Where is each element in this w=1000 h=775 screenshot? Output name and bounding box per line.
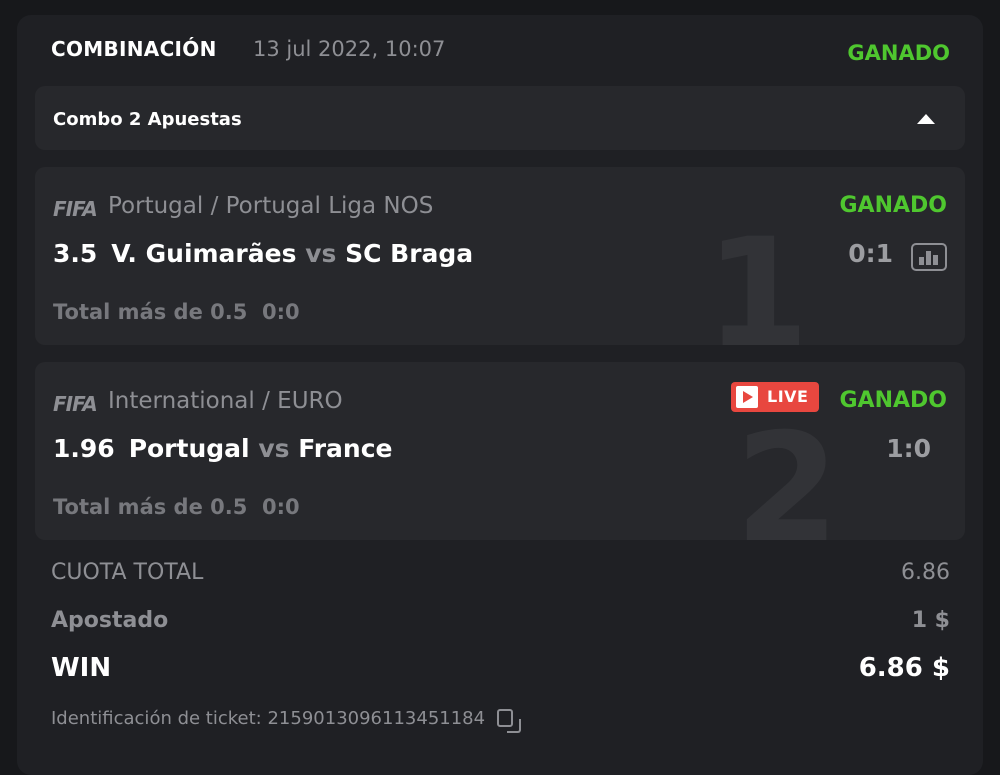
market-name: Total más de 0.5: [53, 300, 248, 324]
live-label: LIVE: [767, 387, 809, 406]
combo-toggle[interactable]: Combo 2 Apuestas: [35, 86, 965, 150]
vs: vs: [305, 239, 337, 268]
market-score: 0:0: [261, 300, 300, 324]
combo-label: Combo 2 Apuestas: [53, 109, 242, 130]
away-team: SC Braga: [345, 239, 474, 268]
event-status: GANADO: [839, 388, 948, 413]
copy-icon[interactable]: [497, 709, 522, 733]
ticket-number: 2159013096113451184: [267, 708, 486, 729]
bet-type: COMBINACIÓN: [51, 37, 217, 61]
total-odds-label: CUOTA TOTAL: [51, 560, 204, 585]
event-card: 1 FIFA Portugal / Portugal Liga NOS GANA…: [35, 167, 965, 345]
odd: 1.96: [53, 434, 115, 463]
win-row: WIN 6.86 $: [51, 653, 950, 683]
bet-card: COMBINACIÓN 13 jul 2022, 10:07 GANADO Co…: [17, 15, 983, 775]
score: 0:1: [848, 239, 893, 268]
play-icon: [736, 386, 758, 408]
home-team: Portugal: [128, 434, 250, 463]
match: 1.96 Portugal vs France: [53, 434, 393, 463]
odd: 3.5: [53, 239, 98, 268]
score: 1:0: [886, 434, 931, 463]
fifa-logo-icon: FIFA: [53, 197, 98, 221]
league: Portugal / Portugal Liga NOS: [108, 193, 434, 219]
ticket-label: Identificación de ticket:: [51, 708, 262, 729]
win-value: 6.86 $: [858, 653, 950, 683]
home-team: V. Guimarães: [111, 239, 297, 268]
caret-up-icon[interactable]: [917, 114, 935, 124]
market-score: 0:0: [261, 495, 300, 519]
match: 3.5 V. Guimarães vs SC Braga: [53, 239, 473, 268]
staked-label: Apostado: [51, 608, 169, 633]
live-badge[interactable]: LIVE: [731, 382, 819, 412]
total-odds-value: 6.86: [901, 560, 950, 585]
market: Total más de 0.5 0:0: [53, 300, 300, 324]
event-index: 1: [705, 207, 810, 345]
event-status: GANADO: [839, 193, 948, 218]
event-card: 2 FIFA International / EURO LIVE GANADO …: [35, 362, 965, 540]
vs: vs: [258, 434, 290, 463]
league: International / EURO: [108, 388, 343, 414]
stats-icon[interactable]: [911, 243, 947, 271]
fifa-logo-icon: FIFA: [53, 392, 98, 416]
market-name: Total más de 0.5: [53, 495, 248, 519]
bet-status: GANADO: [847, 41, 950, 65]
staked-row: Apostado 1 $: [51, 608, 950, 633]
total-odds-row: CUOTA TOTAL 6.86: [51, 560, 950, 585]
event-index: 2: [735, 402, 840, 540]
bet-date: 13 jul 2022, 10:07: [253, 37, 446, 61]
market: Total más de 0.5 0:0: [53, 495, 300, 519]
ticket-id: Identificación de ticket: 21590130961134…: [51, 708, 522, 733]
staked-value: 1 $: [911, 608, 950, 633]
away-team: France: [298, 434, 393, 463]
win-label: WIN: [51, 653, 112, 683]
